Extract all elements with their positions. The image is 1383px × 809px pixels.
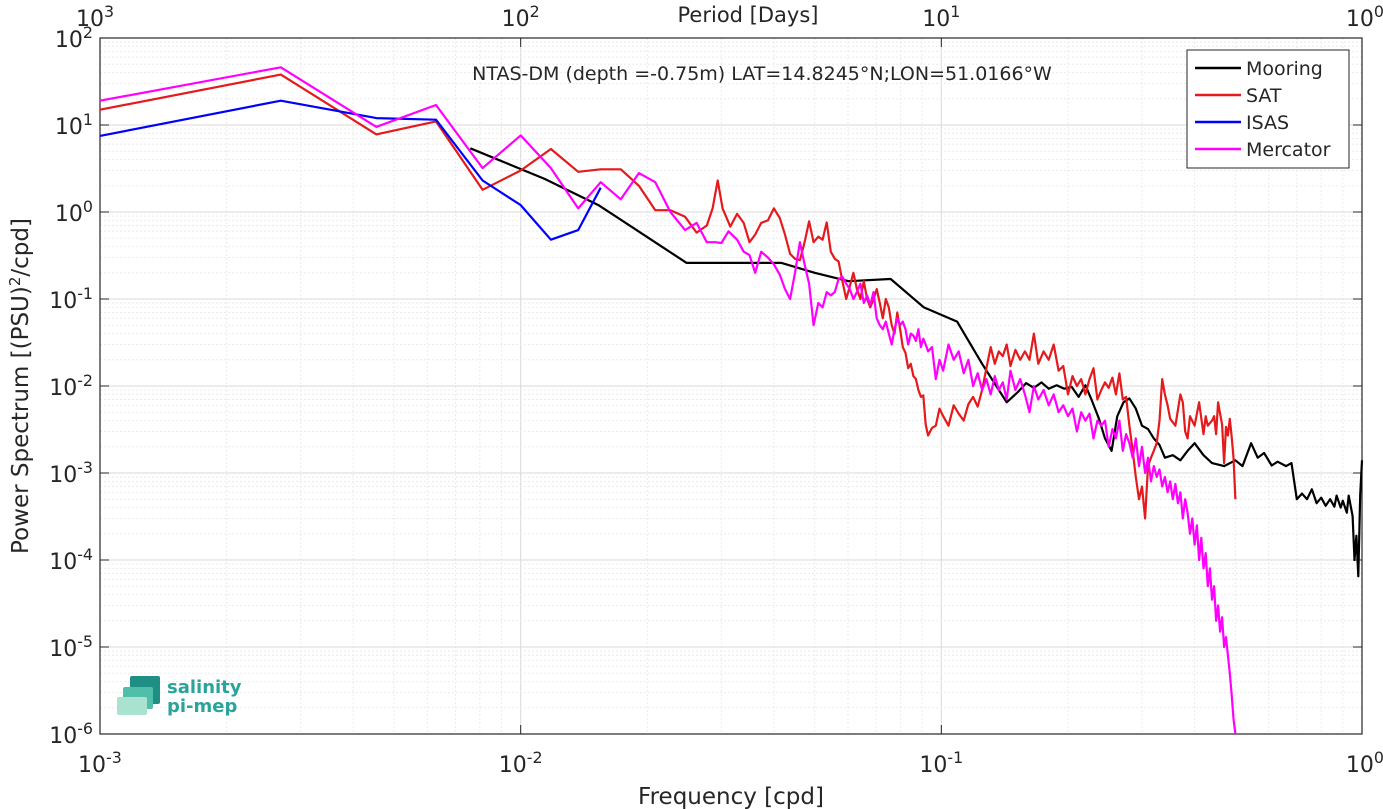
series-lines bbox=[99, 66, 1364, 735]
y-tick-label-exponent: -2 bbox=[77, 371, 93, 390]
top-tick-label: 103 bbox=[76, 2, 114, 32]
top-tick-label-exponent: 3 bbox=[104, 2, 114, 21]
y-tick-label-exponent: -4 bbox=[77, 545, 93, 564]
y-tick-label-exponent: -5 bbox=[77, 632, 93, 651]
y-tick-label: 10-4 bbox=[49, 545, 93, 575]
y-tick-label-exponent: 2 bbox=[83, 23, 93, 42]
x-tick-label-base: 10 bbox=[919, 753, 947, 778]
y-tick-label-base: 10 bbox=[55, 28, 83, 53]
top-tick-label: 101 bbox=[922, 2, 960, 32]
top-tick-label: 102 bbox=[502, 2, 540, 32]
x-tick-label: 10-2 bbox=[499, 748, 543, 778]
y-tick-label: 101 bbox=[55, 110, 93, 140]
y-tick-label: 10-6 bbox=[49, 719, 93, 749]
x-tick-label-exponent: 0 bbox=[1374, 748, 1383, 767]
x-tick-label: 100 bbox=[1346, 748, 1383, 778]
series-line-isas bbox=[99, 99, 602, 241]
y-tick-label-base: 10 bbox=[49, 376, 77, 401]
y-tick-label: 102 bbox=[55, 23, 93, 53]
y-tick-label: 10-5 bbox=[49, 632, 93, 662]
top-axis-label: Period [Days] bbox=[678, 3, 819, 27]
y-tick-label-base: 10 bbox=[49, 724, 77, 749]
legend-label-isas: ISAS bbox=[1246, 112, 1289, 134]
x-tick-label-base: 10 bbox=[499, 753, 527, 778]
series-line-mercator bbox=[99, 66, 1237, 735]
x-tick-label-exponent: -1 bbox=[947, 748, 963, 767]
top-tick-label-exponent: 1 bbox=[950, 2, 960, 21]
y-tick-label-exponent: 0 bbox=[83, 197, 93, 216]
x-tick-label: 10-1 bbox=[919, 748, 963, 778]
grid bbox=[100, 38, 1362, 734]
x-axis-label: Frequency [cpd] bbox=[638, 784, 824, 809]
x-tick-label-base: 10 bbox=[78, 753, 106, 778]
y-axis-label-main: Power Spectrum [(PSU) bbox=[8, 286, 34, 554]
y-axis-label-sup: 2 bbox=[6, 277, 24, 287]
y-tick-label: 10-3 bbox=[49, 458, 93, 488]
legend-label-mooring: Mooring bbox=[1246, 58, 1323, 80]
y-tick-label-exponent: -3 bbox=[77, 458, 93, 477]
legend: Mooring SAT ISAS Mercator bbox=[1186, 49, 1350, 169]
chart-title: NTAS-DM (depth =-0.75m) LAT=14.8245°N;LO… bbox=[472, 63, 1052, 85]
y-tick-label-exponent: 1 bbox=[83, 110, 93, 129]
y-tick-label-base: 10 bbox=[49, 289, 77, 314]
x-tick-label-exponent: -2 bbox=[527, 748, 543, 767]
top-tick-label-exponent: 0 bbox=[1374, 2, 1383, 21]
top-tick-label-base: 10 bbox=[1346, 7, 1374, 32]
y-axis-label: Power Spectrum [(PSU)2/cpd] bbox=[6, 218, 34, 554]
y-tick-label: 100 bbox=[55, 197, 93, 227]
logo-text-salinity: salinity bbox=[167, 677, 242, 698]
x-tick-label-exponent: -3 bbox=[106, 748, 122, 767]
series-line-mooring bbox=[469, 147, 1364, 578]
series-line-sat bbox=[99, 73, 1237, 520]
top-tick-label-exponent: 2 bbox=[530, 2, 540, 21]
y-tick-label-base: 10 bbox=[49, 550, 77, 575]
y-tick-label-base: 10 bbox=[55, 202, 83, 227]
y-axis-label-tail: /cpd] bbox=[8, 218, 34, 277]
legend-label-sat: SAT bbox=[1246, 85, 1282, 107]
y-tick-label-base: 10 bbox=[49, 463, 77, 488]
y-tick-label-exponent: -6 bbox=[77, 719, 93, 738]
x-tick-label: 10-3 bbox=[78, 748, 122, 778]
top-tick-label-base: 10 bbox=[502, 7, 530, 32]
y-tick-label-base: 10 bbox=[55, 115, 83, 140]
y-tick-label-exponent: -1 bbox=[77, 284, 93, 303]
top-tick-label: 100 bbox=[1346, 2, 1383, 32]
top-tick-label-base: 10 bbox=[76, 7, 104, 32]
logo-wave-front bbox=[117, 697, 147, 715]
legend-label-mercator: Mercator bbox=[1246, 139, 1331, 161]
y-tick-label: 10-2 bbox=[49, 371, 93, 401]
y-tick-label: 10-1 bbox=[49, 284, 93, 314]
salinity-pi-mep-logo: salinity pi-mep bbox=[117, 676, 242, 717]
logo-text-pi-mep: pi-mep bbox=[167, 696, 237, 717]
top-tick-label-base: 10 bbox=[922, 7, 950, 32]
y-tick-label-base: 10 bbox=[49, 637, 77, 662]
x-tick-label-base: 10 bbox=[1346, 753, 1374, 778]
